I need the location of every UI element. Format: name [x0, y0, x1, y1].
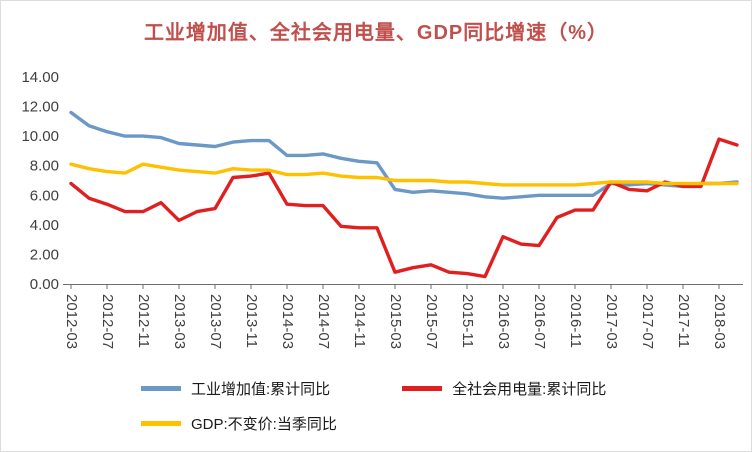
x-tick-label: 2017-11: [675, 294, 692, 348]
x-tick-label: 2016-07: [531, 294, 548, 349]
y-tick-label: 4.00: [30, 217, 59, 234]
legend-swatch-red-line: [402, 386, 443, 391]
x-tick-label: 2015-11: [459, 294, 476, 348]
x-tick-label: 2014-11: [351, 294, 368, 348]
x-tick-label: 2014-07: [315, 294, 332, 349]
legend-swatch-blue-line: [141, 386, 181, 391]
y-tick-label: 14.00: [21, 69, 59, 86]
x-tick-label: 2017-07: [639, 294, 656, 349]
legend-label-gdp: GDP:不变价:当季同比: [191, 416, 337, 433]
x-tick-label: 2016-11: [567, 294, 584, 348]
y-tick-label: 2.00: [30, 246, 59, 263]
x-tick-label: 2013-07: [207, 294, 224, 349]
x-tick-label: 2012-07: [99, 294, 116, 349]
x-tick-label: 2014-03: [279, 294, 296, 349]
x-tick-label: 2013-03: [171, 294, 188, 349]
x-tick-label: 2012-11: [135, 294, 152, 348]
series-line-2: [69, 162, 739, 187]
x-tick-label: 2017-03: [603, 294, 620, 349]
legend-item-gdp: GDP:不变价:当季同比: [141, 413, 337, 434]
y-tick-label: 6.00: [30, 187, 59, 204]
legend-item-industrial-output: 工业增加值:累计同比: [141, 378, 330, 399]
y-tick-label: 12.00: [21, 99, 59, 116]
y-tick-label: 10.00: [21, 128, 59, 145]
x-tick-label: 2015-07: [423, 294, 440, 349]
series-line-0: [69, 110, 739, 200]
legend-label-electricity: 全社会用电量:累计同比: [452, 381, 607, 398]
legend-swatch-yellow-line: [141, 421, 181, 426]
legend-label-industrial-output: 工业增加值:累计同比: [191, 381, 331, 398]
x-tick-label: 2015-03: [387, 294, 404, 349]
y-tick-label: 0.00: [30, 276, 59, 293]
x-tick-label: 2016-03: [495, 294, 512, 349]
chart-title: 工业增加值、全社会用电量、GDP同比增速（%）: [143, 22, 609, 44]
legend-row-2: GDP:不变价:当季同比: [141, 413, 606, 434]
x-tick-label: 2013-11: [243, 294, 260, 348]
chart-legend: 工业增加值:累计同比 全社会用电量:累计同比 GDP:不变价:当季同比: [141, 378, 606, 448]
x-tick-label: 2018-03: [711, 294, 728, 349]
x-tick-label: 2012-03: [63, 294, 80, 349]
legend-item-electricity: 全社会用电量:累计同比: [402, 378, 606, 399]
series-line-1: [69, 137, 739, 279]
y-tick-label: 8.00: [30, 158, 59, 175]
legend-row-1: 工业增加值:累计同比 全社会用电量:累计同比: [141, 378, 606, 399]
